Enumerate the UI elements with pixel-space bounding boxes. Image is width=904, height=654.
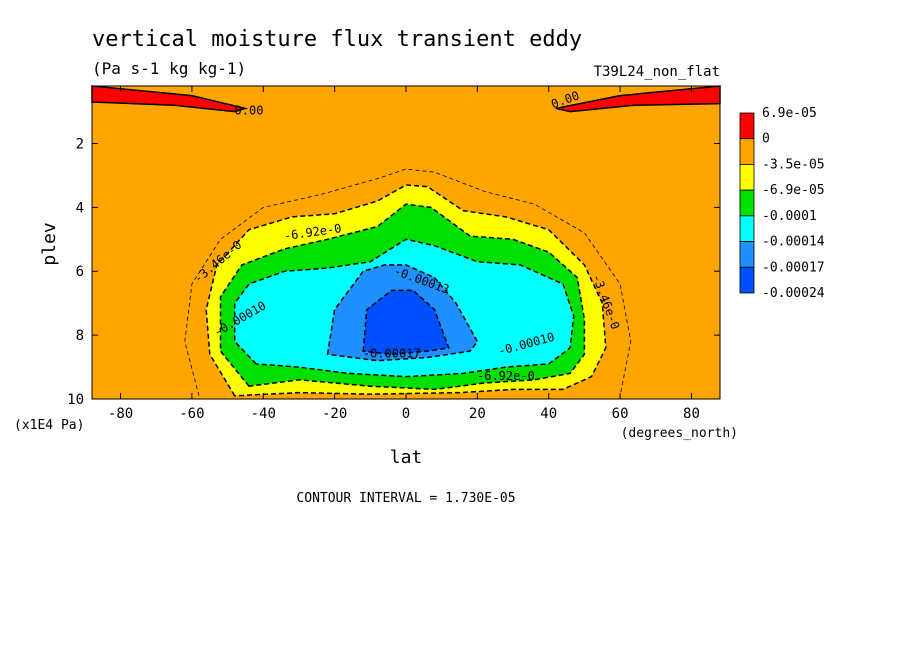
y-tick-label: 8 [76,328,84,344]
colorbar-swatch [739,241,755,268]
colorbar-swatch [739,164,755,191]
x-tick-label: 0 [402,406,410,422]
plot-area: 0.00 0.00-3.46e-0-6.92e-0-0.00010-0.00013… [91,85,721,400]
contour-region [92,86,246,112]
contour-line [219,203,586,391]
x-tick-label: -20 [322,406,347,422]
contour-fills [92,86,720,396]
y-axis: 2 4 6 8 10 [67,136,720,408]
colorbar-label: 6.9e-05 [762,106,817,121]
x-axis-units: (degrees_north) [621,426,738,441]
x-tick-label: 80 [683,406,700,422]
contour-lines [91,85,721,397]
contour-line [362,289,450,356]
contour-region [555,86,720,112]
x-tick-label: -40 [251,406,276,422]
chart-units: (Pa s-1 kg kg-1) [92,59,246,78]
y-axis-units: (x1E4 Pa) [14,418,84,433]
x-tick-label: 20 [469,406,486,422]
colorbar-label: -0.00014 [762,235,825,250]
contour-region [363,290,449,355]
colorbar-label: -6.9e-05 [762,183,825,198]
x-axis-label: lat [390,447,423,468]
colorbar-swatch [739,112,755,140]
colorbar-swatch [739,215,755,242]
y-tick-label: 4 [76,200,84,216]
y-tick-label: 10 [67,392,84,408]
contour-line [233,238,575,378]
contour-label: -6.92e-0 [477,369,535,383]
x-tick-label: -60 [179,406,204,422]
colorbar-swatch [739,189,755,217]
colorbar-swatch [739,138,755,165]
y-tick-label: 6 [76,264,84,280]
contour-label: -0.00017 [363,346,421,360]
x-tick-label: -80 [108,406,133,422]
contour-line [326,264,479,362]
y-axis-label: plev [39,222,60,265]
contour-line [205,184,607,397]
x-axis: -80 -60 -40 -20 0 20 40 60 80 [108,86,700,422]
colorbar-label: -0.0001 [762,209,817,224]
colorbar-label: -3.5e-05 [762,157,825,172]
colorbar-label: 0 [762,132,770,147]
contour-interval: CONTOUR INTERVAL = 1.730E-05 [296,491,515,506]
colorbar-label: -0.00017 [762,260,825,275]
contour-label: 0.00 [235,104,264,118]
run-label: T39L24_non_flat [594,64,720,80]
colorbar-label: -0.00024 [762,286,825,301]
colorbar-swatch [739,266,755,294]
chart-title: vertical moisture flux transient eddy [92,27,582,52]
y-tick-label: 2 [76,136,84,152]
x-tick-label: 40 [540,406,557,422]
x-tick-label: 60 [612,406,629,422]
colorbar: 6.9e-05 0 -3.5e-05 -6.9e-05 -0.0001 -0.00014 -… [739,106,825,301]
